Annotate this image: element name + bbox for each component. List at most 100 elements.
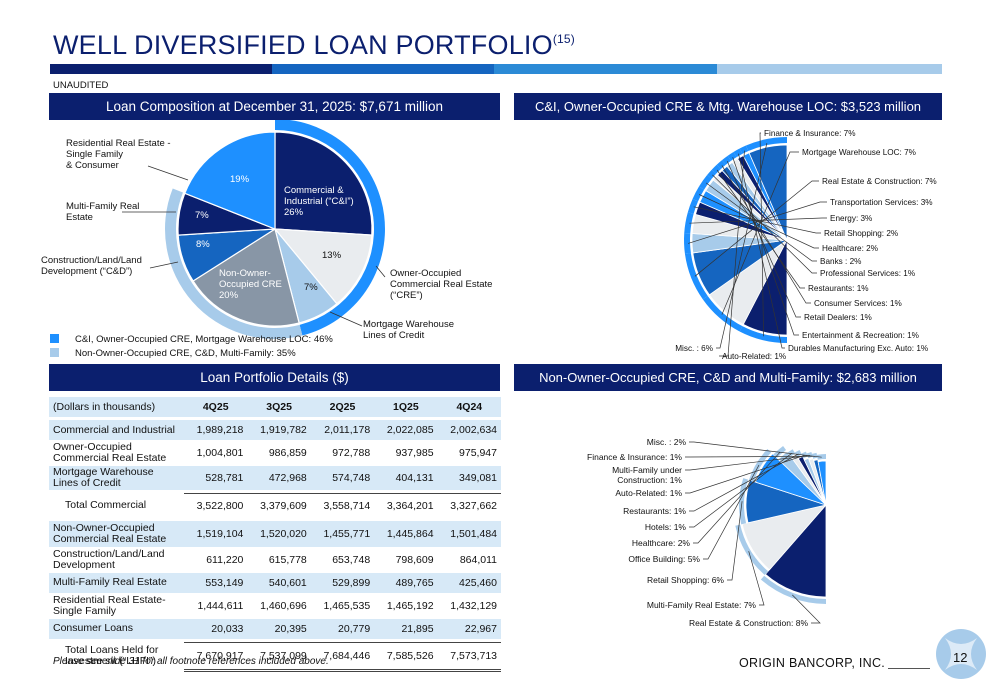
cni-label-1: Mortgage Warehouse LOC: 7% xyxy=(802,148,916,157)
cni-label-9: Restaurants: 1% xyxy=(808,284,869,293)
inner-label-owner-cre-pct: 13% xyxy=(322,250,342,261)
inner-label-residential-pct: 19% xyxy=(230,174,250,185)
inner-label-nonowner: Non-Owner-Occupied CRE 20% xyxy=(219,268,282,301)
cni-leader-7 xyxy=(705,182,817,262)
table-cell: 2,011,178 xyxy=(310,420,375,440)
company-name: ORIGIN BANCORP, INC. xyxy=(739,656,886,670)
table-cell: 425,460 xyxy=(437,572,501,593)
table-cell: 1,455,771 xyxy=(310,520,375,547)
table-cell: 20,395 xyxy=(247,618,311,639)
cni-ring-10 xyxy=(716,160,726,170)
composition-ring xyxy=(164,120,385,339)
cni-label-15: Misc. : 6% xyxy=(675,344,713,353)
stripe-segment-1 xyxy=(50,64,272,74)
cni-label-13: Durables Manufacturing Exc. Auto: 1% xyxy=(788,344,928,353)
noncre-label-1: Multi-Family Real Estate: 7% xyxy=(647,600,757,610)
table-cell: 975,947 xyxy=(459,447,497,459)
composition-slice-6 xyxy=(184,131,276,230)
cni-label-6: Healthcare: 2% xyxy=(822,244,878,253)
table-cell: 3,522,800 xyxy=(184,493,248,518)
table-row-label: Non-Owner-Occupied Commercial Real Estat… xyxy=(49,520,184,547)
legend-swatch-group2 xyxy=(50,348,59,357)
noncre-leader-8 xyxy=(685,455,810,471)
cni-ring-3 xyxy=(683,232,691,255)
composition-slice-0 xyxy=(274,131,373,236)
table-cell: 472,968 xyxy=(247,466,311,490)
table-header-1q25: 1Q25 xyxy=(374,397,438,417)
stripe-segment-3 xyxy=(494,64,717,74)
table-row-label: Owner-Occupied Commercial Real Estate xyxy=(53,441,167,464)
cni-panel-title: C&I, Owner-Occupied CRE & Mtg. Warehouse… xyxy=(514,93,942,120)
table-cell: 3,327,662 xyxy=(437,493,501,518)
table-cell: 7,537,099 xyxy=(247,641,311,672)
cni-leader-9 xyxy=(716,169,805,289)
table-cell: 615,778 xyxy=(268,553,307,566)
noncre-leader-3 xyxy=(703,464,760,560)
label-warehouse: Mortgage Warehouse Lines of Credit xyxy=(363,319,454,341)
table-cell: 404,131 xyxy=(374,466,438,490)
table-cell: 7,670,917 xyxy=(184,641,248,672)
table-row-label: Consumer Loans xyxy=(49,618,184,639)
table-row: Construction/Land/Land Development 611,22… xyxy=(49,547,501,573)
table-row: Non-Owner-Occupied Commercial Real Estat… xyxy=(49,520,501,547)
table-cell: 1,919,782 xyxy=(247,420,311,440)
table-cell: 1,445,864 xyxy=(374,520,438,547)
noncre-label-3: Office Building: 5% xyxy=(628,554,700,564)
table-row-label: Commercial and Industrial xyxy=(49,420,184,440)
cni-leader-3 xyxy=(687,201,827,244)
table-row-label: Total Commercial xyxy=(65,499,147,511)
table-row: Mortgage Warehouse Lines of Credit 528,78… xyxy=(49,466,501,490)
inner-label-multifamily-pct: 7% xyxy=(195,210,209,221)
cni-ring-12 xyxy=(727,151,737,161)
table-header-2q25: 2Q25 xyxy=(310,397,375,417)
cni-label-5: Retail Shopping: 2% xyxy=(824,229,898,238)
cni-leader-14 xyxy=(719,150,745,357)
cni-ring-7 xyxy=(698,175,712,190)
table-cell: 21,895 xyxy=(374,618,438,639)
table-cell: 7,573,713 xyxy=(437,641,501,672)
table-cell: 528,781 xyxy=(184,466,248,490)
table-cell: 3,558,714 xyxy=(310,493,375,518)
cni-leader-10 xyxy=(721,165,811,304)
table-cell: 1,989,218 xyxy=(184,420,248,440)
cni-ring-5 xyxy=(687,198,699,214)
table-row: Commercial and Industrial 1,989,218 1,919,… xyxy=(49,420,501,440)
cni-label-0: Finance & Insurance: 7% xyxy=(764,129,855,138)
composition-chart: Residential Real Estate -Single Family & … xyxy=(41,120,492,359)
table-row-label: Residential Real Estate-Single Family xyxy=(53,593,166,617)
cni-label-11: Retail Dealers: 1% xyxy=(804,313,872,322)
noncre-label-2: Retail Shopping: 6% xyxy=(647,575,724,585)
noncre-slice-3 xyxy=(755,453,827,506)
loan-details-table: (Dollars in thousands) 4Q25 3Q25 2Q25 1Q… xyxy=(49,397,501,672)
unaudited-label: UNAUDITED xyxy=(53,80,109,91)
noncre-label-8: Multi-Family under Construction: 1% xyxy=(612,465,682,485)
table-cell: 7,585,526 xyxy=(374,641,438,672)
composition-ring-group-2 xyxy=(164,188,303,339)
table-cell: 553,149 xyxy=(184,572,248,593)
noncre-label-7: Auto-Related: 1% xyxy=(615,488,682,498)
cni-leader-6 xyxy=(698,194,819,249)
details-panel-title: Loan Portfolio Details ($) xyxy=(49,364,500,391)
table-cell: 3,379,609 xyxy=(247,493,311,518)
noncre-slice-10 xyxy=(817,460,827,506)
cni-leader-4 xyxy=(689,217,827,224)
table-cell: 653,748 xyxy=(332,553,371,566)
composition-leader-line-0 xyxy=(147,165,189,181)
table-cell: 574,748 xyxy=(310,466,375,490)
table-cell: 3,364,201 xyxy=(374,493,438,518)
table-row: Total Loans Held for Investment (“LHFI”)… xyxy=(49,641,501,672)
cni-label-3: Transportation Services: 3% xyxy=(830,198,933,207)
composition-leader-lines xyxy=(122,165,386,327)
cni-leader-11 xyxy=(726,160,801,318)
page-title: WELL DIVERSIFIED LOAN PORTFOLIO(15) xyxy=(53,30,575,60)
table-cell: 22,967 xyxy=(437,618,501,639)
cni-leader-2 xyxy=(694,180,819,277)
cni-label-12: Entertainment & Recreation: 1% xyxy=(802,331,919,340)
cni-ring-6 xyxy=(692,186,705,202)
table-cell: 1,520,020 xyxy=(247,520,311,547)
cni-leader-8 xyxy=(712,174,817,274)
table-cell: 986,859 xyxy=(268,447,307,459)
footnote: Please see slide 31 for all footnote ref… xyxy=(53,656,329,667)
table-header-label: (Dollars in thousands) xyxy=(49,397,184,417)
company-underline xyxy=(888,668,930,669)
